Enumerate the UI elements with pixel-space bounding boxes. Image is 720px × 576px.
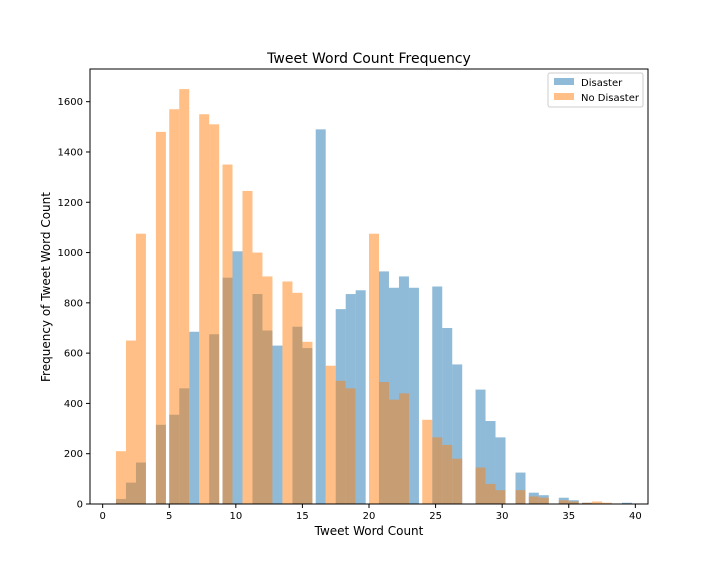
x-tick-label: 10 [229, 511, 242, 522]
bar-no-disaster [115, 451, 126, 504]
y-tick-label: 1000 [58, 248, 83, 259]
bar-no-disaster [302, 341, 313, 504]
bar-no-disaster [179, 89, 190, 505]
bar-no-disaster [222, 164, 233, 504]
bar-no-disaster [169, 109, 180, 505]
bar-no-disaster [398, 393, 409, 504]
bar-disaster [272, 345, 283, 504]
bar-no-disaster [475, 467, 486, 504]
y-tick-label: 1200 [58, 198, 83, 209]
x-tick-label: 35 [562, 511, 575, 522]
x-tick-label: 0 [99, 511, 105, 522]
bar-disaster [485, 421, 496, 504]
bar-no-disaster [325, 365, 336, 504]
bars-layer [115, 89, 633, 505]
bar-no-disaster [582, 502, 593, 504]
legend: Disaster No Disaster [547, 72, 644, 108]
x-tick-label: 20 [363, 511, 376, 522]
bar-no-disaster [442, 444, 453, 504]
bar-no-disaster [262, 276, 273, 504]
y-tick-label: 400 [64, 399, 83, 410]
x-tick-label: 25 [429, 511, 442, 522]
y-axis-ticks: 0 200 400 600 800 1000 1200 1400 1600 [58, 97, 90, 511]
bar-disaster [622, 502, 633, 504]
bar-no-disaster [432, 437, 443, 504]
bar-disaster [515, 472, 526, 504]
legend-label-disaster: Disaster [581, 78, 623, 89]
bar-no-disaster [528, 496, 539, 504]
x-axis-ticks: 0 5 10 15 20 25 30 35 40 [99, 504, 642, 522]
bar-no-disaster [335, 380, 346, 504]
bar-no-disaster [209, 124, 220, 504]
bar-disaster [432, 286, 443, 504]
chart-title: Tweet Word Count Frequency [266, 51, 471, 67]
x-tick-label: 30 [496, 511, 509, 522]
y-axis-label: Frequency of Tweet Word Count [39, 192, 53, 382]
bar-no-disaster [292, 292, 303, 504]
bar-no-disaster [558, 500, 569, 504]
bar-no-disaster [388, 399, 399, 504]
bar-disaster [475, 389, 486, 504]
bar-no-disaster [378, 382, 389, 504]
bar-no-disaster [602, 502, 613, 504]
y-tick-label: 0 [77, 500, 83, 511]
bar-disaster [189, 331, 200, 504]
bar-no-disaster [515, 490, 526, 504]
legend-swatch-disaster [554, 78, 574, 85]
y-tick-label: 1600 [58, 97, 83, 108]
bar-disaster [495, 437, 506, 504]
bar-no-disaster [485, 483, 496, 504]
bar-no-disaster [125, 340, 136, 504]
bar-disaster [398, 276, 409, 504]
x-axis-label: Tweet Word Count [314, 524, 424, 538]
bar-disaster [408, 287, 419, 504]
x-tick-label: 40 [629, 511, 642, 522]
bar-no-disaster [252, 252, 263, 504]
bar-no-disaster [199, 114, 210, 504]
bar-disaster [315, 129, 326, 505]
bar-no-disaster [592, 501, 603, 504]
bar-no-disaster [282, 281, 293, 504]
bar-no-disaster [242, 190, 253, 504]
y-tick-label: 1400 [58, 147, 83, 158]
x-tick-label: 15 [296, 511, 309, 522]
bar-no-disaster [495, 490, 506, 504]
bar-no-disaster [369, 233, 379, 504]
y-tick-label: 600 [64, 349, 83, 360]
bar-no-disaster [568, 501, 579, 504]
bar-no-disaster [538, 497, 549, 504]
legend-swatch-no-disaster [554, 93, 574, 100]
bar-disaster [442, 327, 453, 504]
y-tick-label: 200 [64, 449, 83, 460]
bar-no-disaster [345, 388, 356, 504]
bar-no-disaster [452, 458, 463, 504]
bar-no-disaster [135, 233, 146, 504]
bar-disaster [355, 290, 366, 504]
x-tick-label: 5 [166, 511, 172, 522]
legend-label-no-disaster: No Disaster [581, 93, 640, 104]
bar-disaster [232, 251, 243, 504]
bar-disaster [452, 364, 463, 504]
bar-no-disaster [155, 131, 166, 504]
bar-no-disaster [422, 419, 433, 504]
bar-disaster [388, 287, 399, 504]
y-tick-label: 800 [64, 298, 83, 309]
